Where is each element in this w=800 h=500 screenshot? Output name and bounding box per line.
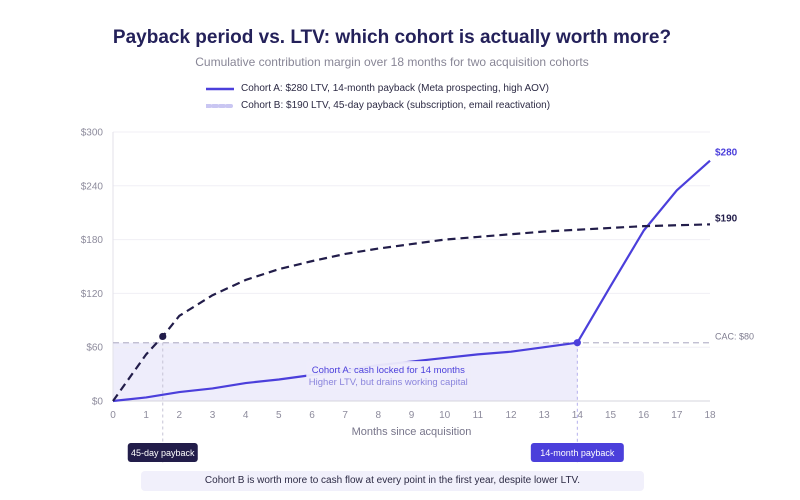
legend-item-cohort-a: Cohort A: $280 LTV, 14-month payback (Me… [206,80,550,97]
x-tick-label: 15 [605,410,617,421]
end-label-cohort-b: $190 [715,213,738,224]
chart-subtitle: Cumulative contribution margin over 18 m… [195,55,589,69]
legend-swatch-dotted-line [206,103,236,108]
payback-badge-cohort-b [127,443,198,462]
payback-marker-cohort-b [159,332,167,341]
y-tick-label: $300 [81,128,104,139]
y-tick-label: $180 [81,235,104,246]
cac-label: CAC: $80 [715,332,754,342]
payback-marker-cohort-a [573,339,581,347]
x-tick-label: 11 [473,410,484,421]
y-tick-label: $240 [81,181,104,192]
x-tick-label: 16 [638,410,650,421]
payback-badge-cohort-a-label: 14-month payback [540,448,615,458]
x-tick-label: 12 [505,410,517,421]
legend-item-cohort-b: Cohort B: $190 LTV, 45-day payback (subs… [206,97,550,114]
x-tick-label: 6 [309,410,315,421]
y-tick-label: $0 [92,397,104,408]
x-tick-label: 3 [210,410,216,421]
legend-label-cohort-a: Cohort A: $280 LTV, 14-month payback (Me… [241,83,549,94]
x-tick-label: 5 [276,410,282,421]
x-tick-label: 7 [342,410,348,421]
annotation-backing [306,361,471,390]
x-tick-label: 0 [110,410,116,421]
y-tick-label: $120 [81,289,104,300]
x-tick-label: 8 [376,410,382,421]
payback-badge-cohort-a [530,443,624,462]
x-tick-label: 2 [177,410,183,421]
x-tick-label: 13 [539,410,551,421]
legend-label-cohort-b: Cohort B: $190 LTV, 45-day payback (subs… [241,100,551,111]
payback-badge-cohort-b-label: 45-day payback [131,448,195,458]
annotation-line-2: Higher LTV, but drains working capital [309,377,468,388]
x-axis-label: Months since acquisition [352,426,472,438]
x-tick-label: 9 [409,410,415,421]
footer-note: Cohort B is worth more to cash flow at e… [141,471,644,491]
y-tick-label: $60 [86,343,103,354]
x-tick-label: 4 [243,410,249,421]
chart-title: Payback period vs. LTV: which cohort is … [112,27,672,48]
x-tick-label: 18 [704,410,716,421]
x-tick-label: 10 [439,410,451,421]
x-tick-label: 1 [143,410,149,421]
legend: Cohort A: $280 LTV, 14-month payback (Me… [206,80,550,114]
annotation-line-1: Cohort A: cash locked for 14 months [312,365,465,376]
end-label-cohort-a: $280 [715,148,738,159]
series-line-cohort-b [112,223,711,402]
x-tick-label: 17 [671,410,683,421]
legend-swatch-solid-line [206,87,234,90]
